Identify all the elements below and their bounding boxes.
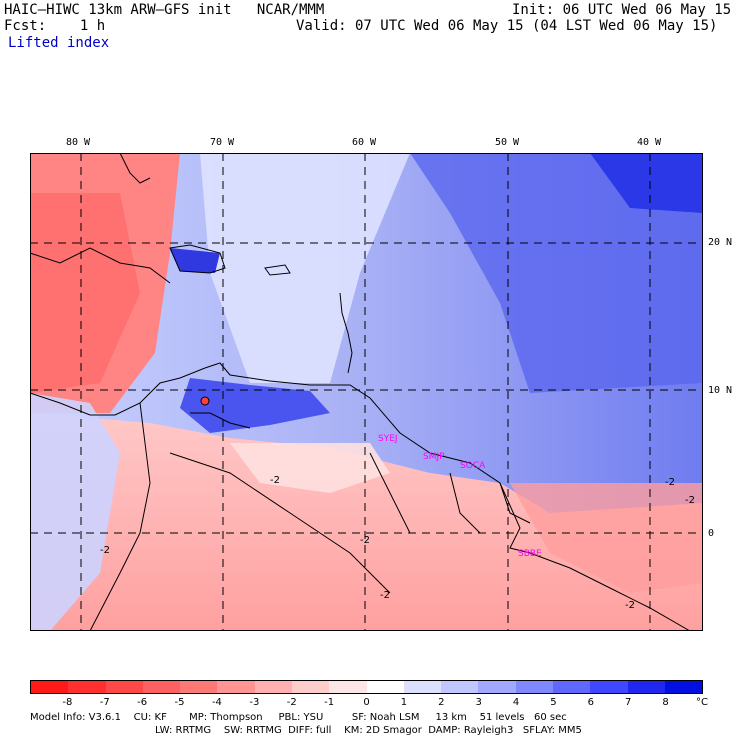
colorbar-swatch <box>105 681 143 693</box>
contour-label: -2 <box>100 545 110 556</box>
station-label-soca: SOCA <box>460 461 486 471</box>
lon-label-70w: 70 W <box>210 137 235 148</box>
colorbar-swatch <box>515 681 553 693</box>
field-name: Lifted index <box>8 35 110 51</box>
colorbar-swatch <box>291 681 330 693</box>
coastlines <box>30 153 691 631</box>
very-unstable-west-region <box>30 193 140 393</box>
contour-label: -2 <box>625 600 635 611</box>
forecast-hour: Fcst: 1 h <box>4 18 106 34</box>
colorbar-swatch <box>664 681 703 693</box>
lon-label-80w: 80 W <box>66 137 91 148</box>
colorbar-level-label: -8 <box>62 697 73 708</box>
colorbar-level-label: -4 <box>211 697 222 708</box>
neutral-region <box>200 153 410 383</box>
unstable-atlantic-region <box>510 483 703 593</box>
colorbar-swatch <box>552 681 591 693</box>
colorbar-level-label: -3 <box>249 697 260 708</box>
colorbar-swatch <box>441 681 479 693</box>
colorbar-swatch <box>217 681 255 693</box>
map-frame <box>30 153 703 631</box>
model-info-line-2: LW: RRTMG SW: RRTMG DIFF: full KM: 2D Sm… <box>155 725 582 736</box>
colorbar-swatch <box>180 681 218 693</box>
colorbar-level-label: 7 <box>625 697 632 708</box>
station-labels: SYEJ SMJP SOCA SBBE <box>378 434 542 559</box>
colorbar-swatch <box>68 681 106 693</box>
lat-label-20n: 20 N <box>708 237 733 248</box>
colorbar-swatch <box>254 681 292 693</box>
colorbar-level-label: -5 <box>174 697 185 708</box>
interior-neutral-area <box>230 443 390 493</box>
lat-label-10n: 10 N <box>708 385 733 396</box>
colorbar-swatch <box>627 681 665 693</box>
colorbar-swatch <box>329 681 367 693</box>
lon-label-40w: 40 W <box>637 137 662 148</box>
colorbar-swatch <box>366 681 404 693</box>
contour-label: -2 <box>360 535 370 546</box>
colorbar-level-label: -6 <box>137 697 148 708</box>
lat-label-0: 0 <box>708 528 715 539</box>
station-label-sbbe: SBBE <box>518 549 542 559</box>
station-label-syej: SYEJ <box>378 434 398 444</box>
city-marker <box>200 396 210 406</box>
colorbar-level-label: 3 <box>475 697 482 708</box>
colorbar-swatch <box>590 681 628 693</box>
stable-coastal-venezuela <box>180 378 330 433</box>
graticule <box>30 153 703 631</box>
high-stability-region <box>410 153 703 393</box>
colorbar-level-label: 6 <box>587 697 595 708</box>
init-time: Init: 06 UTC Wed 06 May 15 <box>512 2 732 18</box>
lon-label-60w: 60 W <box>352 137 377 148</box>
contour-labels: -2 -2 -2 -2 -2 -2 -2 <box>100 475 695 611</box>
colorbar-level-label: -2 <box>286 697 297 708</box>
valid-time: Valid: 07 UTC Wed 06 May 15 (04 LST Wed … <box>296 18 718 34</box>
colorbar-level-label: 1 <box>400 697 408 708</box>
colorbar-swatch <box>478 681 516 693</box>
colorbar-level-label: 0 <box>363 697 370 708</box>
model-info-line-1: Model Info: V3.6.1 CU: KF MP: Thompson P… <box>30 712 567 723</box>
stable-hispaniola <box>170 248 220 273</box>
colorbar-level-label: -7 <box>99 697 110 708</box>
colorbar-swatch <box>403 681 442 693</box>
colorbar-swatch <box>142 681 181 693</box>
contour-label: -2 <box>270 475 280 486</box>
contour-label: -2 <box>685 495 695 506</box>
unstable-south-region <box>30 413 703 631</box>
contour-label: -2 <box>665 477 675 488</box>
colorbar-unit: °C <box>696 697 708 708</box>
very-stable-region <box>590 153 703 213</box>
colorbar <box>30 680 703 694</box>
colorbar-level-label: 5 <box>550 697 557 708</box>
model-title: HAIC–HIWC 13km ARW–GFS init NCAR/MMM <box>4 2 325 18</box>
pacific-stable-strip <box>30 393 120 631</box>
colorbar-level-label: 4 <box>512 697 520 708</box>
lon-label-50w: 50 W <box>495 137 520 148</box>
contour-label: -2 <box>380 590 390 601</box>
colorbar-level-label: 2 <box>438 697 445 708</box>
lifted-index-map: -2 -2 -2 -2 -2 -2 -2 SYEJ SMJP SOCA SBBE <box>30 153 703 631</box>
station-label-smjp: SMJP <box>423 452 445 462</box>
colorbar-level-label: -1 <box>324 697 335 708</box>
colorbar-swatch <box>31 681 69 693</box>
colorbar-level-label: 8 <box>662 697 669 708</box>
